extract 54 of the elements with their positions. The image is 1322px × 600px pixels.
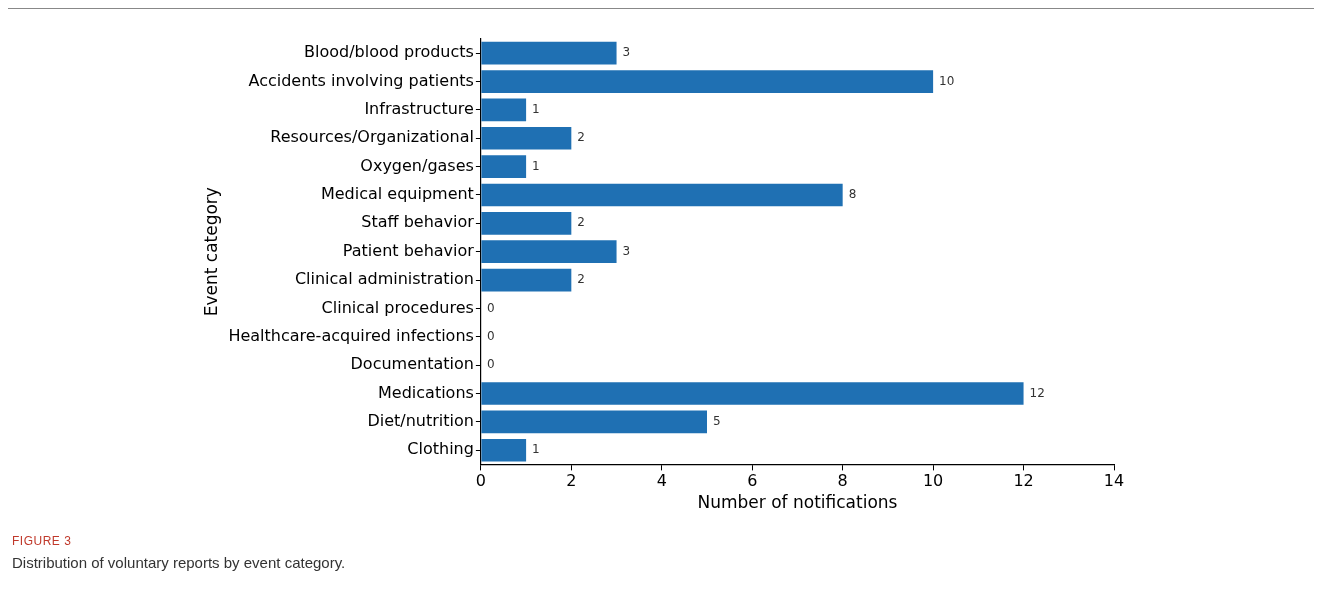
y-tick-label: Healthcare-acquired infections <box>228 325 474 345</box>
data-label: 2 <box>577 130 585 145</box>
data-label: 1 <box>532 442 540 457</box>
x-tick-label: 10 <box>922 471 944 491</box>
bar <box>481 98 527 122</box>
bar <box>481 41 617 65</box>
y-tick-label: Medications <box>378 382 474 402</box>
x-tick-label: 8 <box>837 471 848 491</box>
bar <box>481 70 934 93</box>
x-tick-label: 0 <box>475 471 486 491</box>
y-tick-label: Medical equipment <box>320 184 474 204</box>
x-tick-label: 12 <box>1013 471 1034 491</box>
y-tick-label: Resources/Organizational <box>270 127 474 147</box>
y-tick-label: Clinical procedures <box>321 297 474 317</box>
y-tick-label: Infrastructure <box>364 99 474 119</box>
y-tick-label: Accidents involving patients <box>248 70 474 90</box>
x-tick-label: 6 <box>747 471 758 491</box>
text: Distribution of voluntary reports by event category. <box>12 554 347 571</box>
y-tick-label: Blood/blood products <box>304 42 474 62</box>
y-tick-label: Oxygen/gases <box>360 155 474 175</box>
data-label: 3 <box>622 243 631 258</box>
bar <box>481 155 527 178</box>
data-label: 2 <box>577 272 585 287</box>
bar <box>481 126 572 150</box>
data-label: 3 <box>622 45 631 60</box>
bar <box>481 268 572 292</box>
x-tick-label: 14 <box>1103 471 1125 491</box>
data-label: 0 <box>486 328 495 343</box>
caption: FIGURE 3 <box>12 534 73 548</box>
y-tick-label: Diet/nutrition <box>367 411 474 431</box>
data-label: 10 <box>939 73 955 88</box>
data-label: 8 <box>848 187 857 202</box>
data-label: 2 <box>577 215 585 230</box>
data-label: 1 <box>532 158 540 173</box>
y-tick-label: Patient behavior <box>342 240 475 260</box>
bar <box>481 382 1024 405</box>
x-axis-title: Number of notifications <box>697 492 898 513</box>
y-tick-label: Clinical administration <box>294 269 474 289</box>
data-label: 0 <box>486 300 495 315</box>
bar <box>481 438 527 462</box>
data-label: 0 <box>486 357 495 372</box>
data-label: 1 <box>532 102 540 117</box>
bar <box>481 212 572 235</box>
x-tick-label: 4 <box>656 471 667 491</box>
bar <box>481 183 843 207</box>
x-tick-label: 2 <box>566 471 577 491</box>
y-tick-label: Clothing <box>407 439 474 459</box>
y-tick-label: Documentation <box>350 354 474 374</box>
bar <box>481 240 617 264</box>
bar <box>481 410 707 434</box>
y-tick-label: Staff behavior <box>361 212 475 232</box>
data-label: 12 <box>1029 385 1045 400</box>
y-axis-title: Event category <box>200 187 221 317</box>
data-label: 5 <box>713 413 721 428</box>
